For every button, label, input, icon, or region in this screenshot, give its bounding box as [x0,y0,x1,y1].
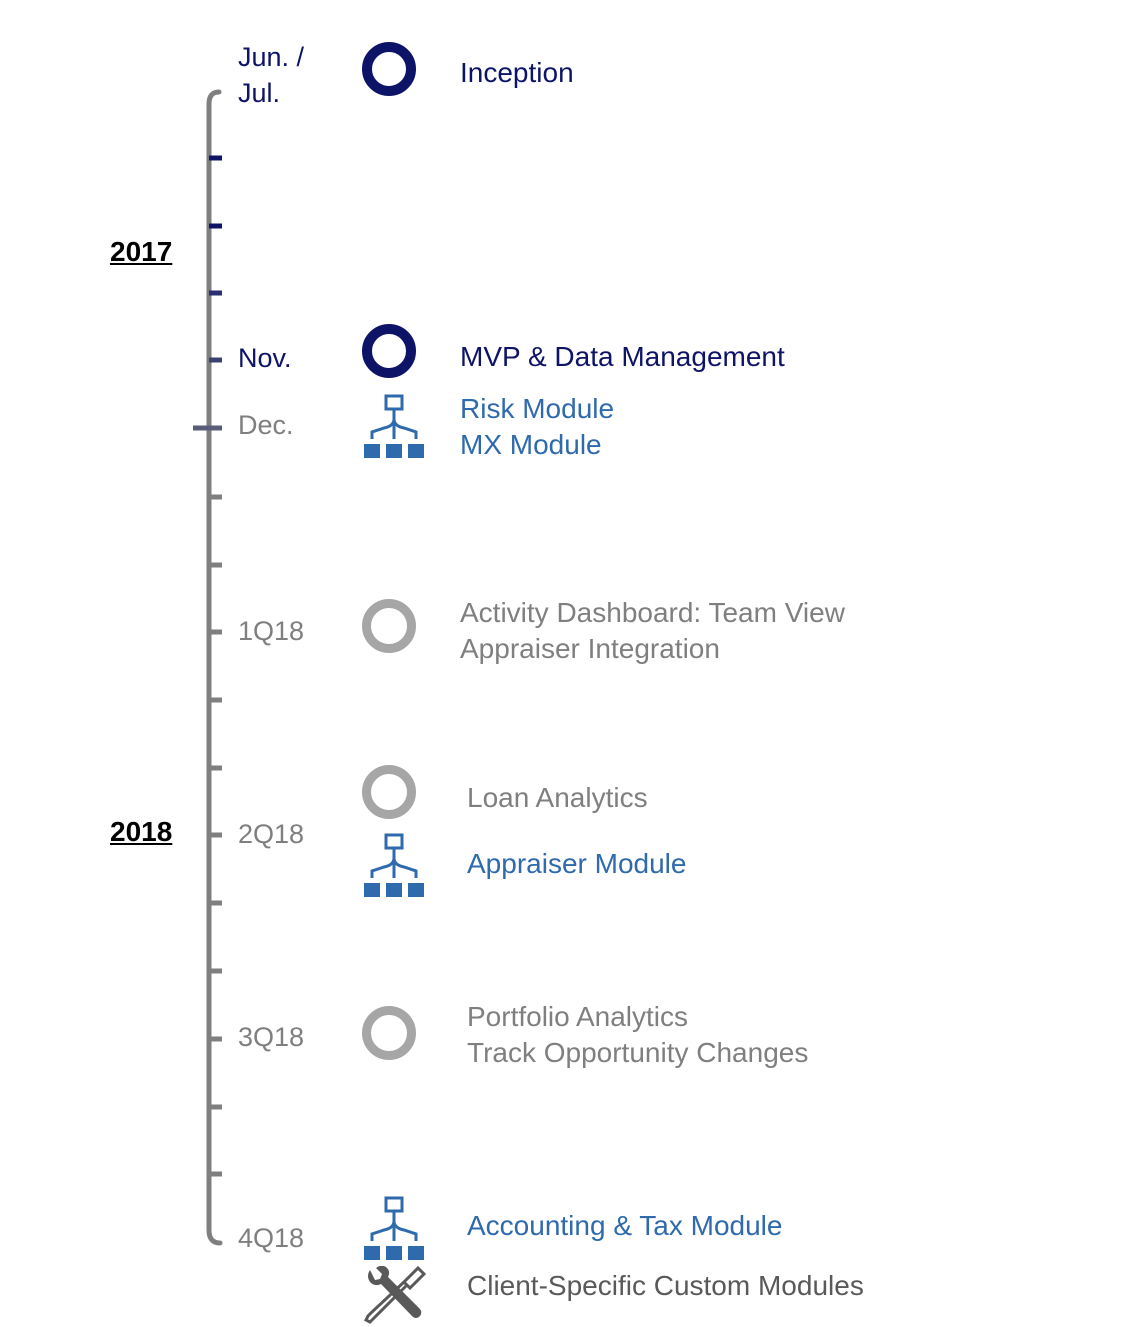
milestone-line: Risk Module [460,393,615,424]
milestone-mvp: MVP & Data Management [460,341,785,372]
date-label-1q18: 1Q18 [238,616,305,646]
date-label-text: Jun. / Jul. [238,39,304,111]
milestone-line: MX Module [460,429,602,460]
milestone-line: Portfolio Analytics [467,1001,688,1032]
milestone-custom-modules: Client-Specific Custom Modules [467,1270,864,1301]
wrench-screwdriver-icon [364,1266,426,1324]
milestone-appraiser-module: Appraiser Module [467,848,687,879]
timeline-ticks [193,155,222,1177]
timeline-line [206,89,223,1246]
milestone-line: Activity Dashboard: Team View [460,597,845,628]
date-label-dec: Dec. [238,410,294,440]
milestone-risk-mx-modules: Risk Module MX Module [460,391,614,463]
date-label-nov: Nov. [238,343,292,373]
module-hierarchy-icon [364,1196,424,1260]
milestone-inception: Inception [460,57,574,88]
date-label-3q18: 3Q18 [238,1022,305,1052]
milestone-line: Track Opportunity Changes [467,1037,809,1068]
date-label-4q18: 4Q18 [238,1223,305,1253]
date-label-jun-jul: Jun. / Jul. [238,39,304,111]
year-label-2018: 2018 [110,816,173,847]
navy-ring-icon [362,42,416,96]
date-label-line: Jul. [238,78,281,108]
milestone-3q18: Portfolio Analytics Track Opportunity Ch… [467,999,808,1071]
module-hierarchy-icon [364,394,424,458]
year-label-2017: 2017 [110,236,173,267]
module-hierarchy-icon [364,833,424,897]
milestone-line: Appraiser Integration [460,633,720,664]
milestone-accounting-tax: Accounting & Tax Module [467,1210,783,1241]
gray-ring-icon [362,1006,416,1060]
gray-ring-icon [362,765,416,819]
navy-ring-icon [362,324,416,378]
milestone-1q18: Activity Dashboard: Team View Appraiser … [460,595,845,667]
milestone-loan-analytics: Loan Analytics [467,782,648,813]
gray-ring-icon [362,599,416,653]
date-label-line: Jun. / [238,42,305,72]
date-label-2q18: 2Q18 [238,819,305,849]
